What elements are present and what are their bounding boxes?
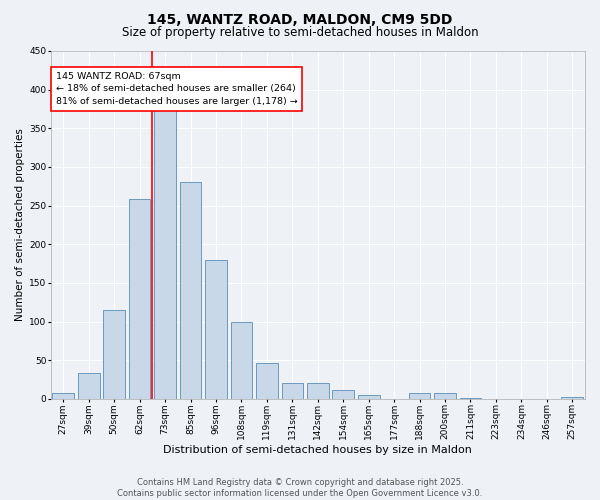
Bar — [205, 260, 227, 399]
X-axis label: Distribution of semi-detached houses by size in Maldon: Distribution of semi-detached houses by … — [163, 445, 472, 455]
Text: 145, WANTZ ROAD, MALDON, CM9 5DD: 145, WANTZ ROAD, MALDON, CM9 5DD — [148, 12, 452, 26]
Bar — [562, 396, 583, 399]
Text: Contains HM Land Registry data © Crown copyright and database right 2025.
Contai: Contains HM Land Registry data © Crown c… — [118, 478, 482, 498]
Bar — [78, 374, 100, 399]
Text: 145 WANTZ ROAD: 67sqm
← 18% of semi-detached houses are smaller (264)
81% of sem: 145 WANTZ ROAD: 67sqm ← 18% of semi-deta… — [56, 72, 298, 106]
Y-axis label: Number of semi-detached properties: Number of semi-detached properties — [15, 128, 25, 322]
Bar — [230, 322, 252, 399]
Bar — [154, 109, 176, 399]
Text: Size of property relative to semi-detached houses in Maldon: Size of property relative to semi-detach… — [122, 26, 478, 39]
Bar — [409, 394, 430, 399]
Bar — [460, 398, 481, 399]
Bar — [180, 182, 202, 399]
Bar — [358, 395, 380, 399]
Bar — [256, 362, 278, 399]
Bar — [129, 200, 151, 399]
Bar — [434, 394, 456, 399]
Bar — [281, 384, 303, 399]
Bar — [103, 310, 125, 399]
Bar — [332, 390, 354, 399]
Bar — [52, 394, 74, 399]
Bar — [307, 384, 329, 399]
